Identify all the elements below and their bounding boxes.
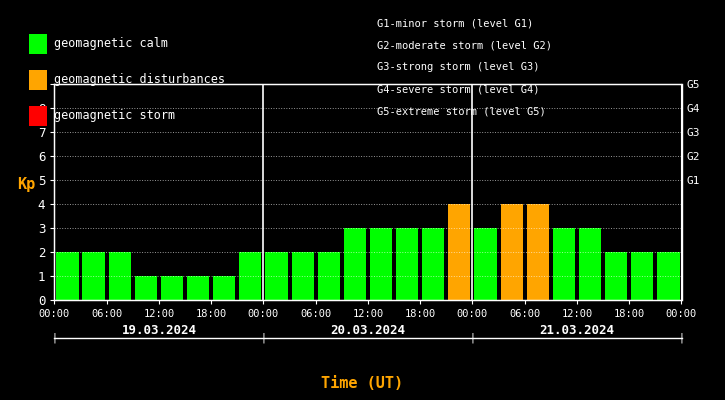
Text: |: | [470, 333, 476, 343]
Bar [318, 252, 340, 300]
Text: Time (UT): Time (UT) [321, 376, 404, 392]
Bar [526, 204, 549, 300]
Bar [579, 228, 601, 300]
Bar [474, 228, 497, 300]
Bar [83, 252, 104, 300]
Text: |: | [51, 333, 57, 343]
Bar [239, 252, 262, 300]
Bar [605, 252, 627, 300]
Bar [187, 276, 210, 300]
Bar [658, 252, 679, 300]
Text: G2-moderate storm (level G2): G2-moderate storm (level G2) [377, 40, 552, 50]
Bar [370, 228, 392, 300]
Text: geomagnetic storm: geomagnetic storm [54, 110, 175, 122]
Text: 20.03.2024: 20.03.2024 [331, 324, 405, 336]
Bar [448, 204, 471, 300]
Bar [291, 252, 314, 300]
Text: 21.03.2024: 21.03.2024 [539, 324, 615, 336]
Text: 19.03.2024: 19.03.2024 [121, 324, 196, 336]
Text: geomagnetic calm: geomagnetic calm [54, 38, 168, 50]
Y-axis label: Kp: Kp [17, 177, 36, 192]
Bar [552, 228, 575, 300]
Bar [135, 276, 157, 300]
Bar [265, 252, 288, 300]
Text: |: | [260, 333, 266, 343]
Text: G5-extreme storm (level G5): G5-extreme storm (level G5) [377, 106, 546, 116]
Bar [109, 252, 130, 300]
Text: geomagnetic disturbances: geomagnetic disturbances [54, 74, 225, 86]
Text: G1-minor storm (level G1): G1-minor storm (level G1) [377, 18, 534, 28]
Bar [344, 228, 366, 300]
Bar [500, 204, 523, 300]
Bar [57, 252, 78, 300]
Text: G4-severe storm (level G4): G4-severe storm (level G4) [377, 84, 539, 94]
Text: |: | [679, 333, 684, 343]
Bar [396, 228, 418, 300]
Text: G3-strong storm (level G3): G3-strong storm (level G3) [377, 62, 539, 72]
Bar [631, 252, 653, 300]
Bar [422, 228, 444, 300]
Bar [213, 276, 236, 300]
Bar [161, 276, 183, 300]
